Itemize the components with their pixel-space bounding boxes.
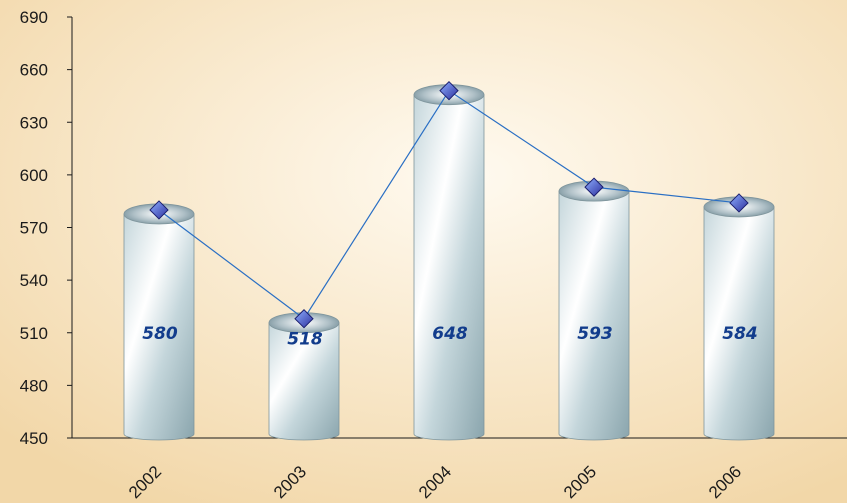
marker-2003 <box>294 309 314 329</box>
marker-2002 <box>149 200 169 220</box>
bar-2004 <box>413 94 485 441</box>
data-label-2003: 518 <box>287 330 323 350</box>
y-tick-label: 570 <box>20 219 48 238</box>
bar-2005 <box>558 190 630 441</box>
y-tick-label: 510 <box>20 324 48 343</box>
y-tick-label: 450 <box>20 429 48 448</box>
data-label-2002: 580 <box>142 324 178 344</box>
bars <box>123 84 775 441</box>
overlay-line <box>149 80 749 329</box>
data-labels: 580 518 648 593 584 <box>142 324 758 350</box>
marker-2005 <box>584 177 604 197</box>
y-tick-label: 480 <box>20 376 48 395</box>
bar-2003 <box>268 322 340 441</box>
data-label-2005: 593 <box>577 324 613 344</box>
data-label-2006: 584 <box>722 324 758 344</box>
y-axis: 450 480 510 540 570 600 630 660 690 <box>20 8 73 448</box>
marker-2006 <box>729 193 749 213</box>
bar-2006 <box>703 206 775 441</box>
bar-2002 <box>123 213 195 441</box>
y-tick-label: 630 <box>20 113 48 132</box>
marker-2004 <box>439 80 459 101</box>
data-label-2004: 648 <box>432 324 468 344</box>
y-tick-label: 600 <box>20 166 48 185</box>
y-tick-label: 660 <box>20 61 48 80</box>
y-tick-label: 540 <box>20 271 48 290</box>
y-tick-label: 690 <box>20 8 48 27</box>
